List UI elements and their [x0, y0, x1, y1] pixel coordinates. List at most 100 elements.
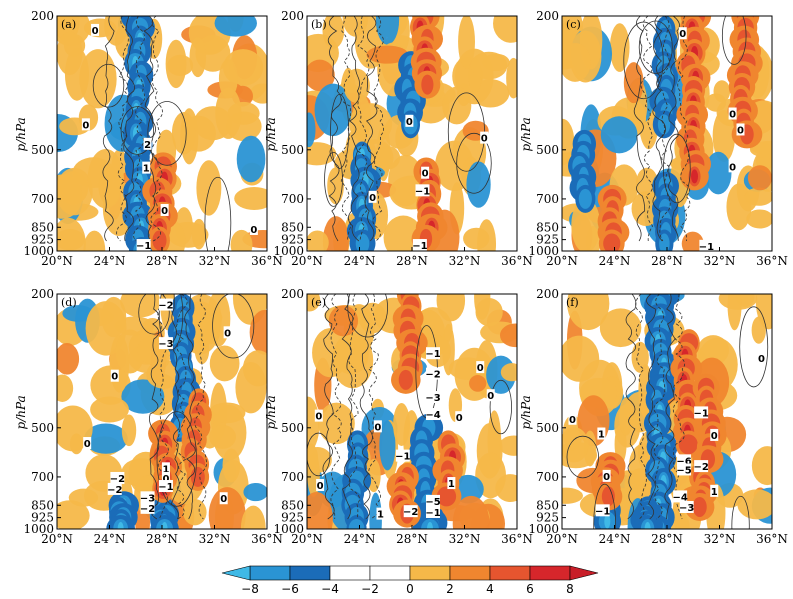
anomaly-patch — [249, 83, 267, 104]
y-tick-label: 500 — [536, 421, 559, 435]
anomaly-patch — [215, 87, 242, 139]
contour-label: 0 — [223, 326, 232, 339]
svg-text:0: 0 — [711, 431, 718, 442]
y-tick-label: 500 — [31, 421, 54, 435]
contour-label: −2 — [693, 460, 709, 473]
contour — [623, 21, 664, 100]
x-tick-label: 32°N — [449, 532, 481, 546]
contour-label: 0 — [728, 160, 737, 173]
contour-label: 0 — [736, 123, 745, 136]
contour-label: 0 — [314, 409, 323, 423]
contour — [367, 294, 381, 520]
x-tick-label: 28°N — [146, 532, 178, 546]
anomaly-patch — [751, 316, 766, 344]
anomaly-patch — [379, 420, 396, 471]
svg-text:−2: −2 — [107, 485, 122, 496]
anomaly-patch — [57, 167, 93, 216]
colorbar-segment — [369, 565, 411, 581]
contour — [149, 294, 160, 520]
contour-label: 0 — [757, 351, 766, 365]
contour — [327, 16, 342, 242]
anomaly-patch — [506, 57, 517, 99]
negative-anomaly — [659, 233, 670, 251]
x-tick-label: 24°N — [344, 532, 376, 546]
contour — [175, 294, 188, 520]
svg-text:−1: −1 — [136, 241, 151, 252]
svg-text:0: 0 — [317, 481, 324, 492]
y-tick-label: 1000 — [528, 522, 559, 536]
panel-label: (b) — [311, 18, 327, 31]
contour — [347, 16, 360, 242]
anomaly-patch — [90, 396, 129, 423]
svg-text:1: 1 — [711, 487, 718, 498]
anomaly-patch — [83, 230, 106, 251]
negative-anomaly — [161, 522, 168, 529]
anomaly-patch — [222, 448, 241, 483]
anomaly-patch — [57, 500, 90, 529]
x-tick-label: 28°N — [651, 254, 683, 268]
negative-anomaly — [604, 514, 611, 529]
x-tick-label: 32°N — [704, 254, 736, 268]
contour — [739, 306, 769, 388]
svg-text:−3: −3 — [158, 339, 173, 350]
contour — [212, 294, 255, 359]
contour-lines — [566, 294, 769, 529]
anomaly-patch — [499, 323, 517, 348]
contour-label: 0 — [480, 131, 489, 145]
contour-label: 0 — [83, 437, 92, 450]
y-tick-label: 925 — [281, 233, 304, 247]
x-tick-label: 24°N — [599, 254, 631, 268]
svg-text:0: 0 — [729, 110, 736, 121]
svg-text:0: 0 — [422, 169, 429, 180]
anomaly-patch — [208, 402, 246, 424]
contour — [625, 294, 637, 520]
svg-text:−3: −3 — [140, 493, 155, 504]
svg-text:0: 0 — [679, 29, 686, 40]
contour-label: 0 — [568, 412, 577, 426]
y-tick-label: 850 — [281, 498, 304, 512]
anomaly-patch — [567, 294, 610, 331]
svg-text:2: 2 — [144, 140, 151, 151]
anomaly-patch — [727, 294, 742, 331]
y-tick-label: 1000 — [273, 244, 304, 258]
colorbar-extend-high — [569, 565, 599, 581]
contour-label: −1 — [693, 406, 709, 419]
anomaly-patch — [681, 231, 704, 251]
anomaly-patch — [635, 167, 659, 199]
anomaly-patch — [746, 209, 772, 229]
anomaly-patch — [307, 294, 321, 312]
contour-label: 1 — [161, 462, 170, 475]
contour — [653, 294, 666, 520]
y-tick-label: 925 — [31, 233, 54, 247]
contour — [330, 93, 350, 169]
anomaly-patch — [57, 343, 80, 375]
contour — [158, 294, 184, 351]
svg-text:1: 1 — [143, 164, 150, 175]
colorbar-tick-label: −6 — [281, 582, 299, 596]
anomaly-patch — [189, 37, 207, 78]
anomaly-patch — [121, 414, 137, 447]
contour-label: −3 — [679, 500, 694, 514]
anomaly-patch — [744, 187, 772, 206]
contour — [662, 133, 691, 204]
x-tick-label: 28°N — [396, 254, 428, 268]
contour — [372, 16, 384, 242]
anomaly-patch — [314, 83, 352, 137]
contour — [721, 16, 747, 65]
panel-label: (a) — [61, 18, 76, 31]
panel-b: 0 0 0 0 −1 −1 (b) 20°N 24°N 28°N 32°N 36°N 200 500 700… — [264, 9, 533, 268]
contour — [640, 16, 654, 242]
svg-text:0: 0 — [374, 422, 381, 433]
x-tick-label: 24°N — [94, 254, 126, 268]
svg-text:0: 0 — [315, 412, 322, 423]
y-axis-label: p/hPa — [14, 395, 28, 429]
contour — [731, 495, 750, 529]
svg-text:−3: −3 — [679, 503, 694, 514]
y-tick-label: 500 — [281, 421, 304, 435]
y-tick-label: 925 — [31, 511, 54, 525]
anomaly-patch — [230, 229, 253, 251]
contour — [92, 63, 125, 108]
anomaly-patch — [737, 489, 772, 520]
svg-text:−5: −5 — [676, 465, 691, 476]
